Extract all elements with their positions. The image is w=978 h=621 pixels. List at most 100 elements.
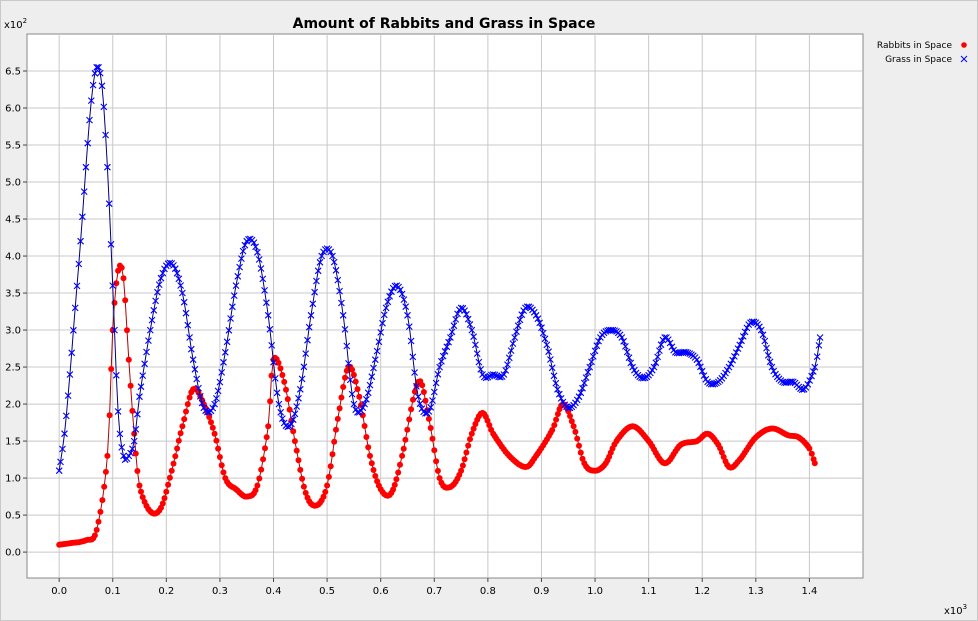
y-tick-label: 1.5 [5,437,21,448]
data-point [193,375,201,383]
y-multiplier-exp: 2 [23,17,27,25]
data-point [804,380,812,388]
data-point [589,353,597,360]
data-point [159,500,166,507]
y-tick-label: 0.0 [5,548,21,559]
data-point [366,381,374,389]
data-point [68,349,76,357]
data-point [410,396,416,403]
data-point [340,384,347,390]
data-point [513,328,520,336]
data-point [343,342,351,350]
x-multiplier: x103 [944,603,967,617]
data-point [114,408,122,415]
data-point [477,366,485,373]
data-point [763,344,770,352]
data-point [363,395,370,403]
data-point [553,416,560,423]
data-point [261,287,268,294]
data-point [229,303,236,311]
data-point [211,400,218,408]
data-point [139,494,146,501]
data-point [697,363,704,371]
data-point [111,299,118,306]
x-tick-label: 1.0 [587,586,603,597]
data-point [664,336,672,343]
data-point [541,335,549,343]
data-point [543,341,551,349]
data-point [372,473,379,479]
data-point [105,200,113,208]
data-point [208,419,214,426]
data-point [811,460,818,467]
data-point [402,436,409,443]
legend-label-rabbits: Rabbits in Space [877,41,953,51]
data-point [399,452,406,459]
data-point [620,337,627,345]
data-point [586,363,594,371]
data-point [211,430,218,437]
data-point [166,474,173,481]
data-point [457,304,465,312]
y-tick-label: 4.0 [5,252,21,263]
data-point [397,461,403,468]
data-point [293,447,300,454]
data-point [275,400,283,408]
data-point [252,487,259,494]
data-point [260,456,267,463]
data-point [661,334,669,341]
data-point [373,347,381,355]
data-point [743,324,751,332]
data-point [91,532,98,539]
data-point [89,81,97,89]
data-point [406,416,413,423]
data-point [258,466,265,473]
data-point [511,334,519,341]
data-point [286,406,293,413]
data-point [132,425,140,433]
data-point [295,394,302,402]
data-point [256,475,263,482]
data-point [324,482,331,489]
legend-label-grass: Grass in Space [885,55,952,65]
data-point [84,139,92,147]
data-point [254,482,261,489]
data-point [331,438,338,445]
data-point [336,287,343,295]
data-point [264,311,272,319]
data-point [250,239,258,247]
data-point [311,288,318,296]
data-point [414,393,422,401]
data-point [429,397,436,404]
data-point [330,258,338,266]
data-point [432,379,440,387]
y-tick-label: 5.5 [5,141,21,152]
data-point [170,262,177,269]
data-point [136,482,143,489]
data-point [356,393,363,400]
data-point [802,384,810,391]
data-point [238,255,245,262]
legend-marker-rabbits [961,42,967,48]
data-point [618,334,626,341]
data-point [500,371,508,378]
data-point [441,347,449,355]
data-point [184,401,191,408]
x-tick-label: 1.4 [801,586,817,597]
y-tick-label: 3.0 [5,326,21,337]
data-point [475,358,483,366]
x-tick-label: 0.0 [51,586,67,597]
data-point [641,374,649,382]
data-point [577,449,584,456]
data-point [141,360,148,368]
data-point [554,411,561,417]
data-point [450,322,458,330]
data-point [267,398,274,405]
x-tick-label: 1.2 [694,586,710,597]
data-point [168,467,175,474]
data-point [148,316,156,324]
data-point [70,326,77,334]
data-point [329,252,336,260]
data-point [182,309,190,317]
data-point [277,408,285,416]
